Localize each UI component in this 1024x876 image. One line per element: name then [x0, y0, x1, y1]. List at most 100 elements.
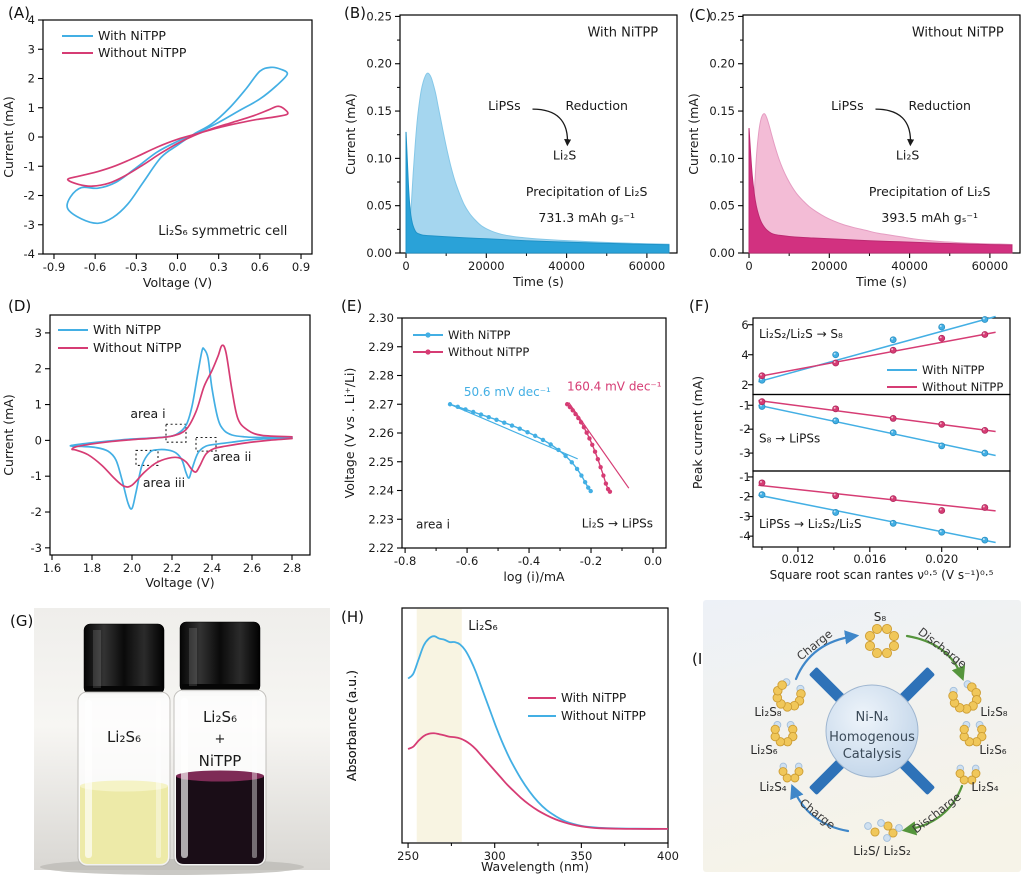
x-tick-label: -0.4 — [518, 554, 540, 568]
atom — [778, 767, 788, 776]
data-point — [758, 479, 766, 487]
panel-tag-g: (G) — [10, 612, 34, 630]
vial-cap-lip — [86, 686, 162, 694]
data-point-highlight — [982, 428, 985, 431]
node-label-li2s4-left: Li₂S₄ — [759, 780, 786, 794]
fit-line — [758, 404, 996, 457]
atom — [871, 647, 883, 659]
y-tick-label: 0.15 — [366, 104, 392, 118]
x-tick-label: 350 — [570, 849, 592, 863]
y-axis-label: Absorbance (a.u.) — [344, 670, 359, 781]
x-tick-label: -0.3 — [125, 260, 147, 274]
data-point — [509, 423, 515, 428]
y-tick-label: -2 — [24, 189, 35, 203]
spectrum-with-nitpp — [407, 732, 669, 830]
vial-label: + — [215, 732, 226, 747]
atom — [877, 819, 885, 827]
y-tick-label: 2.28 — [368, 369, 394, 383]
y-tick-label: 0.05 — [709, 199, 735, 213]
y-tick-label: -4 — [739, 529, 750, 543]
data-point — [581, 425, 587, 430]
node-label-s8: S₈ — [874, 610, 887, 624]
y-tick-label: -1 — [739, 470, 750, 484]
y-tick-label: 6 — [741, 318, 748, 332]
panel-tag-e: (E) — [341, 297, 363, 315]
data-point — [517, 426, 522, 431]
x-tick-label: 0.6 — [251, 260, 269, 274]
x-tick-label: 0.012 — [781, 552, 814, 566]
highlight-band — [416, 609, 462, 842]
x-tick-label: -0.6 — [84, 260, 106, 274]
reaction-label: LiPSs → Li₂S₂/Li₂S — [759, 517, 862, 531]
data-point — [981, 331, 989, 338]
charge-arrow — [794, 630, 860, 681]
y-tick-label: 4 — [741, 348, 748, 362]
legend-marker — [425, 349, 431, 355]
x-axis-label: Voltage (V) — [145, 575, 214, 590]
vial-label: Li₂S₆ — [107, 728, 141, 746]
x-axis-label: Voltage (V) — [143, 275, 212, 290]
annotation: 160.4 mV dec⁻¹ — [567, 379, 662, 393]
data-point — [832, 351, 840, 359]
y-tick-label: 0.10 — [709, 151, 735, 165]
annotation: 50.6 mV dec⁻¹ — [464, 385, 551, 399]
data-point — [832, 492, 840, 500]
y-tick-label: 0.20 — [366, 57, 392, 71]
discharge-arrow — [901, 784, 964, 836]
y-tick-label: -3 — [739, 509, 750, 523]
legend-label: Without NiTPP — [922, 380, 1003, 394]
data-point — [578, 420, 584, 425]
annotation: Reduction — [565, 98, 628, 113]
y-tick-label: -3 — [24, 218, 35, 232]
glass-highlight — [252, 698, 257, 858]
data-point — [569, 460, 574, 465]
legend-label: Without NiTPP — [448, 345, 529, 359]
data-point-highlight — [939, 443, 942, 446]
data-point — [938, 323, 946, 331]
data-point-highlight — [759, 492, 762, 495]
reaction-label: S₈ → LiPSs — [759, 432, 820, 446]
y-tick-label: 3 — [35, 326, 42, 340]
data-point — [574, 466, 580, 472]
annotation: area iii — [143, 475, 185, 490]
reduction-arrow — [875, 108, 915, 147]
annotation: With NiTPP — [587, 25, 658, 40]
glass-highlight — [181, 698, 188, 858]
data-point — [548, 442, 553, 447]
data-point — [563, 453, 568, 459]
data-point — [567, 404, 573, 410]
legend-label: Without NiTPP — [98, 45, 187, 60]
data-point-highlight — [891, 337, 894, 340]
legend-label: With NiTPP — [561, 691, 626, 705]
area-precipitation-capacity — [406, 72, 670, 254]
atom — [864, 822, 872, 830]
annotation: LiPSs — [488, 98, 520, 113]
data-point-highlight — [891, 348, 894, 351]
y-tick-label: 2.22 — [368, 541, 394, 555]
x-tick-label: 2.4 — [203, 561, 221, 575]
catalyst-circle-label: Homogenous — [829, 730, 915, 745]
x-tick-label: 250 — [397, 849, 419, 863]
plot-frame — [401, 607, 669, 844]
y-tick-label: 0.00 — [366, 246, 392, 260]
atom — [948, 691, 958, 701]
panel-tag-h: (H) — [341, 608, 364, 626]
atom — [871, 623, 883, 635]
y-tick-label: 0.05 — [366, 199, 392, 213]
data-point-highlight — [833, 510, 836, 513]
node-label-li2s4-right: Li₂S₄ — [971, 780, 998, 794]
catalyst-circle-label: Ni-N₄ — [856, 710, 889, 725]
area-background-current — [748, 128, 1013, 254]
y-axis-label: Current (mA) — [1, 394, 16, 475]
x-tick-label: 0 — [745, 259, 752, 273]
fit-line — [758, 331, 996, 378]
y-tick-label: -1 — [24, 159, 35, 173]
data-point — [758, 491, 766, 499]
x-tick-label: 0.016 — [853, 552, 886, 566]
data-point-highlight — [833, 361, 836, 363]
panel-tag-c: (C) — [689, 6, 712, 24]
y-tick-label: 2 — [35, 362, 42, 376]
atom — [794, 767, 804, 776]
tafel-curve — [449, 403, 592, 492]
y-tick-label: 0.25 — [709, 9, 735, 23]
